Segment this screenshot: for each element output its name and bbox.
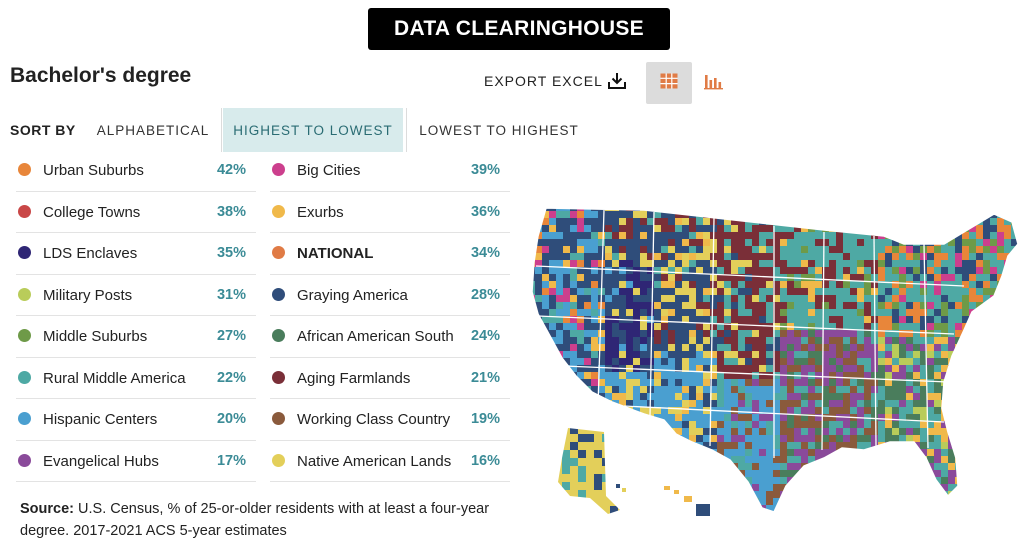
- sort-alphabetical-button[interactable]: ALPHABETICAL: [96, 122, 210, 138]
- legend-label: Exurbs: [297, 203, 344, 221]
- table-view-button[interactable]: [646, 62, 692, 104]
- legend-value: 39%: [470, 162, 500, 178]
- legend-value: 19%: [470, 411, 500, 427]
- legend-row: Evangelical Hubs 17%: [16, 441, 256, 482]
- legend-color-dot: [272, 204, 285, 218]
- legend-row: NATIONAL 34%: [270, 233, 510, 275]
- legend-value: 35%: [216, 245, 246, 261]
- legend-row: LDS Enclaves 35%: [16, 233, 256, 275]
- table-grid-icon: [660, 73, 678, 94]
- legend-label: NATIONAL: [297, 245, 374, 262]
- legend-row: Rural Middle America 22%: [16, 358, 256, 399]
- legend-value: 16%: [470, 452, 500, 469]
- legend-color-dot: [18, 453, 31, 467]
- sort-lowest-button[interactable]: LOWEST TO HIGHEST: [419, 122, 579, 138]
- legend-label: Rural Middle America: [43, 369, 186, 387]
- legend-value: 34%: [470, 245, 500, 261]
- clearinghouse-banner: DATA CLEARINGHOUSE: [368, 8, 670, 50]
- legend-row: Aging Farmlands 21%: [270, 358, 510, 399]
- legend-color-dot: [272, 287, 285, 301]
- sort-divider: [406, 108, 407, 152]
- legend-color-dot: [18, 287, 31, 301]
- legend-color-dot: [18, 163, 31, 176]
- page-title: Bachelor's degree: [10, 64, 192, 87]
- legend-row: Middle Suburbs 27%: [16, 316, 256, 358]
- legend-label: African American South: [297, 328, 454, 345]
- legend-color-dot: [272, 412, 285, 425]
- legend-color-dot: [272, 163, 285, 176]
- legend-value: 20%: [216, 411, 246, 427]
- legend-column-right: Big Cities 39% Exurbs 36% NATIONAL 34% Graying…: [270, 150, 510, 482]
- legend-color-dot: [18, 246, 31, 259]
- sort-bar: SORT BY ALPHABETICAL HIGHEST TO LOWEST L…: [10, 108, 590, 152]
- legend-label: Graying America: [297, 286, 408, 304]
- legend-color-dot: [272, 246, 285, 259]
- legend-value: 21%: [470, 369, 500, 386]
- legend-row: Native American Lands 16%: [270, 441, 510, 482]
- legend-color-dot: [18, 204, 31, 218]
- sort-by-label: SORT BY: [10, 122, 76, 138]
- export-excel-label: EXPORT EXCEL: [484, 73, 603, 89]
- legend-row: Big Cities 39%: [270, 150, 510, 192]
- legend-label: LDS Enclaves: [43, 245, 138, 262]
- legend-value: 42%: [216, 162, 246, 178]
- legend-label: Middle Suburbs: [43, 328, 148, 345]
- chart-view-button[interactable]: [700, 62, 728, 104]
- legend-label: Evangelical Hubs: [43, 452, 159, 470]
- legend-value: 28%: [470, 286, 500, 303]
- bar-chart-icon: [704, 72, 724, 95]
- legend-color-dot: [18, 370, 31, 384]
- legend-row: Graying America 28%: [270, 275, 510, 316]
- us-county-map: [524, 196, 1024, 526]
- legend-label: Urban Suburbs: [43, 162, 144, 179]
- legend-value: 27%: [216, 328, 246, 344]
- legend-row: Hispanic Centers 20%: [16, 399, 256, 441]
- legend-color-dot: [272, 370, 285, 384]
- legend-label: Working Class Country: [297, 411, 451, 428]
- legend-column-left: Urban Suburbs 42% College Towns 38% LDS Encl…: [16, 150, 256, 482]
- legend-color-dot: [18, 412, 31, 425]
- legend-label: Native American Lands: [297, 452, 452, 470]
- legend-value: 22%: [216, 369, 246, 386]
- legend-row: Exurbs 36%: [270, 192, 510, 233]
- export-excel-button[interactable]: EXPORT EXCEL: [484, 72, 627, 90]
- sort-divider: [221, 108, 222, 152]
- source-text: U.S. Census, % of 25-or-older residents …: [20, 501, 490, 539]
- download-icon: [607, 72, 627, 90]
- legend-row: Urban Suburbs 42%: [16, 150, 256, 192]
- sort-highest-button[interactable]: HIGHEST TO LOWEST: [223, 108, 403, 152]
- legend-value: 38%: [216, 203, 246, 220]
- source-label: Source:: [20, 501, 74, 517]
- legend-row: Working Class Country 19%: [270, 399, 510, 441]
- legend-label: Hispanic Centers: [43, 411, 158, 428]
- legend-value: 24%: [470, 328, 500, 344]
- legend-color-dot: [18, 329, 31, 342]
- legend-value: 36%: [470, 203, 500, 220]
- map-svg: [531, 207, 1019, 516]
- legend-color-dot: [272, 453, 285, 467]
- legend-row: Military Posts 31%: [16, 275, 256, 316]
- legend-label: Aging Farmlands: [297, 369, 411, 387]
- legend-value: 17%: [216, 452, 246, 469]
- legend-label: Big Cities: [297, 162, 361, 179]
- legend-label: College Towns: [43, 203, 141, 221]
- source-note: Source: U.S. Census, % of 25-or-older re…: [20, 498, 520, 542]
- legend-value: 31%: [216, 286, 246, 303]
- legend-row: College Towns 38%: [16, 192, 256, 233]
- legend-label: Military Posts: [43, 286, 133, 304]
- legend-row: African American South 24%: [270, 316, 510, 358]
- legend-color-dot: [272, 329, 285, 342]
